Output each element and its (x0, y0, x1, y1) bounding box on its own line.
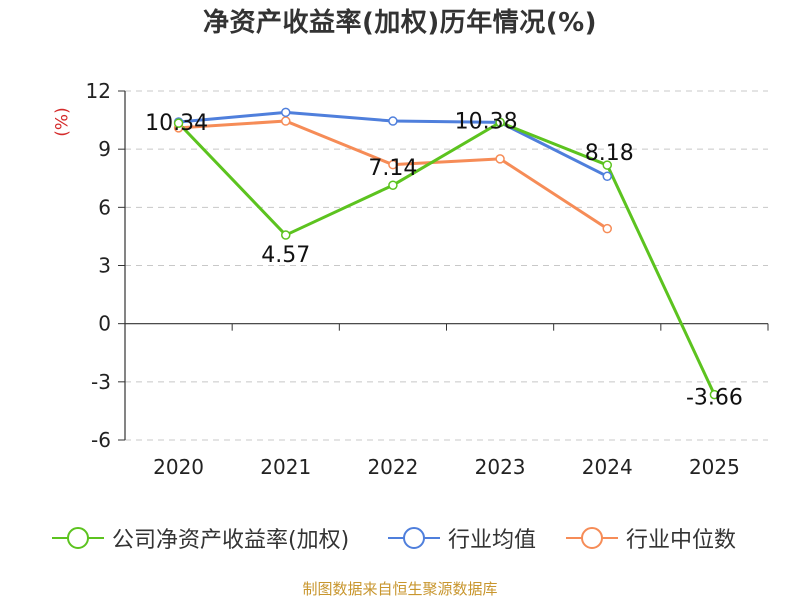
data-point (281, 116, 291, 126)
y-tick-label: 3 (98, 254, 111, 278)
legend-marker-company-icon (52, 527, 104, 549)
data-label: 10.34 (145, 111, 208, 136)
data-point (495, 117, 505, 128)
legend-item-company[interactable]: 公司净资产收益率(加权) (52, 520, 349, 556)
legend: 公司净资产收益率(加权) 行业均值 行业中位数 (0, 520, 800, 556)
data-point (709, 389, 720, 400)
x-tick-label: 2021 (260, 455, 311, 479)
data-label: -3.66 (686, 386, 743, 411)
legend-marker-median-icon (566, 527, 618, 549)
y-tick-label: -6 (91, 428, 111, 452)
data-point (281, 230, 291, 240)
y-tick-label: 0 (98, 312, 111, 336)
legend-item-industry-median[interactable]: 行业中位数 (566, 520, 736, 556)
y-tick-label: 6 (98, 195, 111, 219)
source-note: 制图数据来自恒生聚源数据库 (302, 580, 498, 598)
x-tick-label: 2024 (582, 455, 633, 479)
legend-item-industry-mean[interactable]: 行业均值 (388, 520, 536, 556)
series-line-0 (177, 120, 716, 396)
legend-label-median: 行业中位数 (626, 528, 737, 553)
x-tick-label: 2022 (367, 455, 418, 479)
y-tick-label: -3 (91, 370, 111, 394)
data-label: 7.14 (368, 156, 417, 181)
x-tick-label: 2025 (689, 455, 740, 479)
legend-marker-mean-icon (388, 527, 440, 549)
series-lines (177, 110, 716, 396)
data-point (173, 118, 184, 128)
data-point (602, 223, 612, 234)
data-point (602, 160, 612, 170)
data-point (602, 171, 612, 182)
y-tick-label: 9 (98, 137, 111, 161)
data-label: 10.38 (455, 109, 518, 134)
data-label: 4.57 (261, 243, 310, 268)
data-point (388, 180, 398, 190)
y-tick-label: 12 (86, 79, 111, 103)
chart-title: 净资产收益率(加权)历年情况(%) (202, 8, 598, 38)
data-point (388, 116, 398, 126)
legend-label-company: 公司净资产收益率(加权) (112, 528, 350, 553)
x-tick-label: 2023 (475, 455, 526, 479)
grid-lines (125, 90, 768, 441)
data-point (281, 107, 291, 118)
legend-label-mean: 行业均值 (448, 528, 537, 553)
tick-labels: 12 9 6 3 0 -3 -6 2020 2021 2022 2023 2024 2025 (86, 79, 740, 479)
data-point (495, 154, 505, 164)
series-points (173, 107, 720, 400)
data-labels: 10.34 4.57 7.14 10.38 8.18 -3.66 (145, 109, 743, 410)
data-point (388, 159, 398, 170)
x-tick-label: 2020 (153, 455, 204, 479)
data-label: 8.18 (585, 141, 634, 166)
axes (118, 90, 769, 441)
